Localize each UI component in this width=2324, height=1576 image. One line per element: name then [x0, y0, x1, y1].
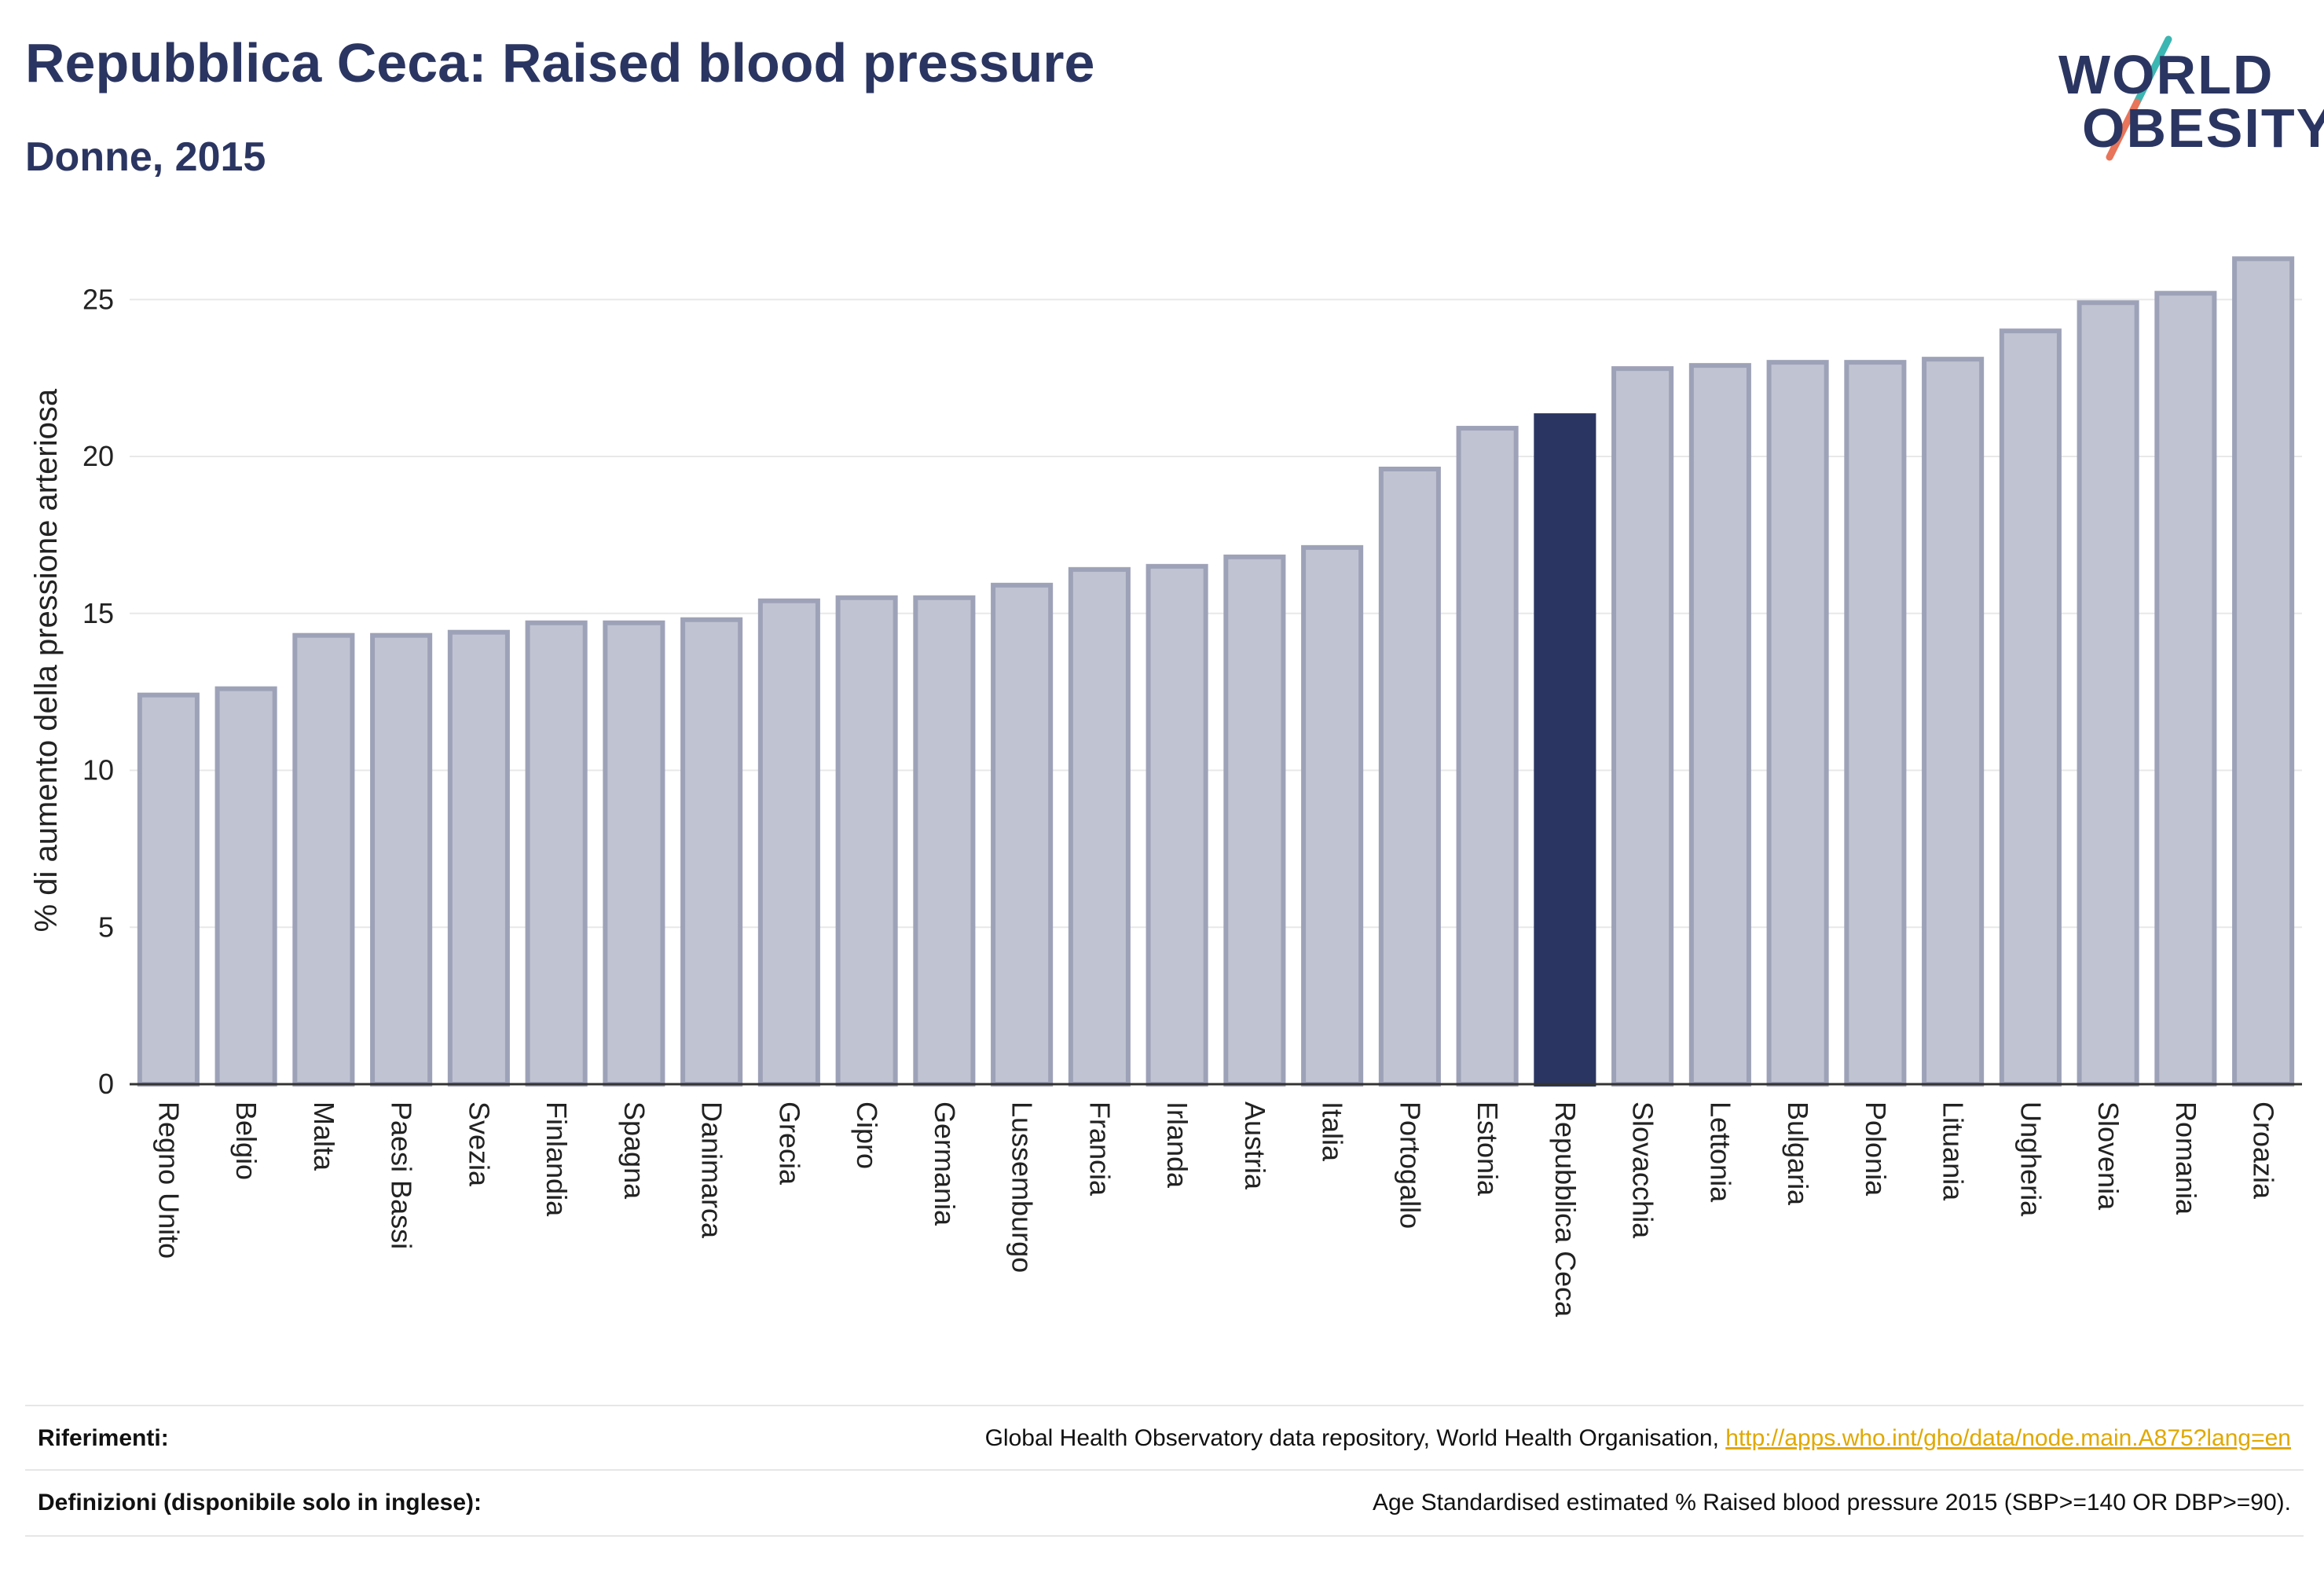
bar-malta [292, 632, 355, 1087]
references-label: Riferimenti: [38, 1425, 169, 1451]
logo-word-world: WORLD [2058, 44, 2275, 105]
bar-finlandia [525, 620, 588, 1087]
x-tick-label: Malta [308, 1101, 340, 1171]
references-row: Riferimenti: Global Health Observatory d… [25, 1405, 2304, 1471]
bar-regno-unito [137, 692, 200, 1087]
y-tick-label: 10 [82, 754, 114, 786]
bar-romania [2154, 291, 2217, 1087]
x-tick-label: Lituania [1937, 1101, 1970, 1201]
x-tick-label: Svezia [463, 1101, 495, 1187]
bar-italia [1301, 544, 1364, 1087]
x-tick-label: Lussemburgo [1006, 1101, 1039, 1273]
x-tick-label: Irlanda [1161, 1101, 1193, 1189]
bar-grecia [757, 598, 820, 1087]
x-tick-label: Grecia [773, 1101, 805, 1186]
x-tick-label: Danimarca [696, 1101, 728, 1239]
y-axis-label: % di aumento della pressione arteriosa [29, 388, 64, 932]
bar-lituania [1922, 357, 1985, 1087]
bar-lettonia [1688, 363, 1751, 1087]
bar-danimarca [680, 617, 743, 1087]
references-value: Global Health Observatory data repositor… [985, 1425, 2291, 1452]
references-link[interactable]: http://apps.who.int/gho/data/node.main.A… [1725, 1425, 2291, 1451]
x-tick-label: Romania [2170, 1101, 2202, 1215]
bar-chart: 0 5 10 15 20 25 Regno Unito Belgio Malta Paesi B… [29, 256, 2302, 1318]
bar-lussemburgo [991, 582, 1054, 1087]
definitions-row: Definizioni (disponibile solo in inglese… [25, 1469, 2304, 1537]
y-tick-label: 25 [82, 283, 114, 315]
chart-title: Repubblica Ceca: Raised blood pressure [25, 32, 1095, 93]
x-tick-label: Spagna [618, 1101, 651, 1200]
x-tick-label: Repubblica Ceca [1549, 1101, 1582, 1318]
bar-slovenia [2077, 300, 2139, 1087]
x-tick-label: Austria [1239, 1101, 1271, 1190]
x-tick-label: Ungheria [2014, 1101, 2047, 1217]
bar-spagna [603, 620, 665, 1087]
bar-svezia [447, 629, 510, 1087]
logo-word-obesity: OBESITY [2082, 97, 2324, 159]
bar-repubblica-ceca [1534, 413, 1596, 1087]
x-tick-label: Polonia [1860, 1101, 1892, 1197]
x-tick-label: Estonia [1472, 1101, 1504, 1197]
bar-croazia [2232, 256, 2295, 1087]
x-tick-label: Regno Unito [152, 1101, 185, 1259]
y-tick-label: 20 [82, 440, 114, 472]
world-obesity-logo: WORLD OBESITY [2051, 31, 2324, 165]
bar-austria [1223, 554, 1286, 1087]
bar-estonia [1456, 426, 1519, 1087]
x-tick-label: Italia [1317, 1101, 1349, 1162]
bar-germania [913, 595, 976, 1087]
x-tick-label: Bulgaria [1782, 1101, 1814, 1206]
bar-irlanda [1146, 563, 1208, 1087]
x-tick-label: Finlandia [541, 1101, 573, 1217]
y-tick-label: 15 [82, 597, 114, 629]
bar-ungheria [1999, 328, 2062, 1087]
y-tick-label: 5 [98, 911, 114, 943]
x-tick-label: Paesi Bassi [386, 1101, 418, 1249]
bar-polonia [1844, 360, 1907, 1087]
logo-slash-icon [2106, 35, 2172, 161]
definitions-label: Definizioni (disponibile solo in inglese… [38, 1490, 482, 1516]
x-tick-label: Croazia [2248, 1101, 2280, 1200]
x-tick-label: Slovenia [2092, 1101, 2124, 1211]
x-axis-tick-labels: Regno Unito Belgio Malta Paesi Bassi Svezia F… [152, 1101, 2279, 1318]
x-tick-label: Lettonia [1704, 1101, 1736, 1203]
references-text: Global Health Observatory data repositor… [984, 1425, 1726, 1451]
bars [137, 256, 2295, 1087]
chart-subtitle: Donne, 2015 [25, 134, 266, 180]
x-tick-label: Cipro [851, 1101, 883, 1169]
definitions-text: Age Standardised estimated % Raised bloo… [1372, 1490, 2291, 1516]
bar-bulgaria [1766, 360, 1829, 1087]
x-tick-label: Francia [1083, 1101, 1116, 1197]
bar-belgio [214, 686, 277, 1087]
x-tick-label: Belgio [230, 1101, 262, 1180]
bar-portogallo [1378, 466, 1441, 1087]
bar-francia [1068, 566, 1131, 1087]
bar-paesi-bassi [370, 632, 433, 1087]
x-tick-label: Germania [929, 1101, 961, 1226]
bar-slovacchia [1611, 366, 1674, 1087]
x-tick-label: Portogallo [1394, 1101, 1426, 1229]
y-axis-ticks: 0 5 10 15 20 25 [82, 283, 114, 1100]
x-tick-label: Slovacchia [1627, 1101, 1659, 1239]
y-tick-label: 0 [98, 1068, 114, 1100]
bar-cipro [835, 595, 898, 1087]
